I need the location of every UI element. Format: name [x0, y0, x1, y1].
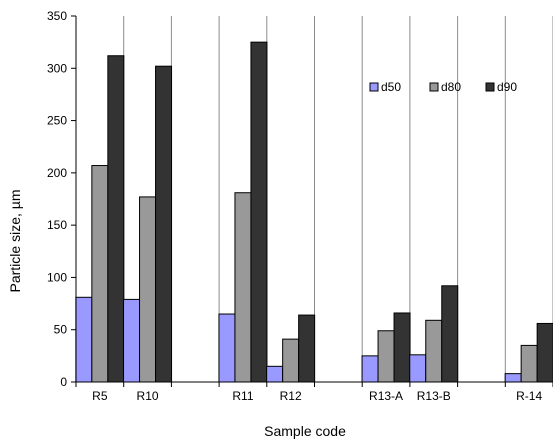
y-tick-label: 350 — [47, 9, 67, 23]
y-tick-label: 200 — [47, 166, 67, 180]
vertical-gridlines — [123, 16, 553, 382]
bar-d80-R13-B — [425, 319, 443, 383]
x-tick-label: R10 — [137, 389, 159, 403]
bar-d50-R-14 — [504, 373, 522, 383]
x-tick-label: R11 — [232, 389, 253, 403]
bar-d90-R12 — [298, 314, 316, 383]
bar-d50-R5 — [75, 296, 93, 383]
legend: d50 d80 d90 — [369, 80, 517, 94]
legend-swatch-d50 — [369, 82, 379, 92]
bar-d50-R11 — [218, 313, 236, 383]
bar-d80-R12 — [282, 338, 300, 383]
y-axis-label: Particle size, µm — [7, 190, 23, 293]
bar-d50-R10 — [123, 298, 141, 383]
x-tick-label: R-14 — [516, 389, 542, 403]
bar-d80-R-14 — [520, 344, 538, 383]
legend-swatch-d80 — [429, 82, 439, 92]
legend-swatch-d90 — [485, 82, 495, 92]
bar-d90-R11 — [250, 41, 268, 383]
y-tick-label: 300 — [47, 61, 67, 75]
y-tick-label: 50 — [54, 323, 68, 337]
y-tick-label: 150 — [47, 218, 67, 232]
bars — [75, 41, 553, 383]
bar-d80-R13-A — [377, 330, 395, 383]
bar-d90-R13-A — [393, 312, 411, 383]
bar-d80-R11 — [234, 192, 252, 383]
legend-label-d90: d90 — [497, 80, 517, 94]
x-tick-label: R13-B — [417, 389, 451, 403]
legend-label-d50: d50 — [381, 80, 401, 94]
x-tick-label: R13-A — [369, 389, 403, 403]
y-tick-label: 100 — [47, 270, 67, 284]
x-tick-label: R5 — [92, 389, 108, 403]
bar-d50-R13-B — [409, 354, 427, 383]
y-tick-label: 250 — [47, 114, 67, 128]
bar-d90-R13-B — [441, 285, 459, 383]
bar-d80-R10 — [139, 196, 157, 383]
x-axis: R5 R10 R11 R12 R13-A R13-B R-14 — [75, 381, 553, 403]
x-axis-label: Sample code — [264, 423, 346, 439]
x-tick-label: R12 — [280, 389, 302, 403]
y-axis: 0 50 100 150 200 250 300 350 — [47, 9, 77, 389]
legend-label-d80: d80 — [441, 80, 461, 94]
bar-d80-R5 — [91, 165, 109, 383]
bar-d50-R13-A — [361, 355, 379, 383]
y-tick-label: 0 — [60, 375, 67, 389]
bar-d90-R-14 — [536, 322, 553, 383]
bar-d50-R12 — [266, 365, 284, 383]
bar-d90-R5 — [107, 55, 125, 383]
bar-d90-R10 — [155, 65, 173, 383]
